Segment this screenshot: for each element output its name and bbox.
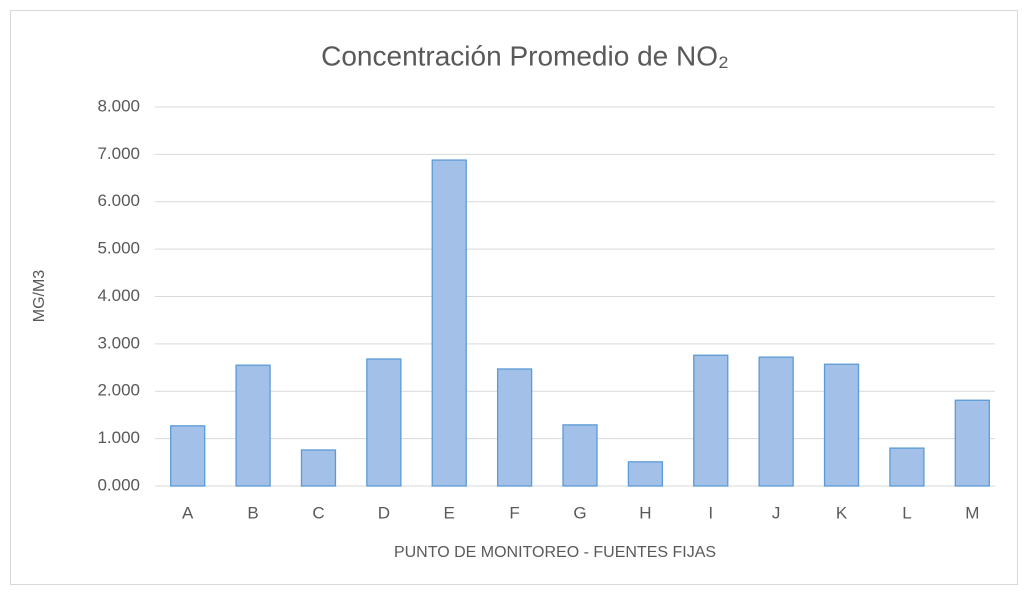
x-tick-label: A	[182, 503, 194, 522]
x-tick-label: L	[902, 503, 911, 522]
y-axis-label: MG/M3	[31, 270, 48, 323]
x-tick-label: I	[708, 503, 713, 522]
bar	[170, 425, 206, 487]
bar	[496, 368, 533, 487]
bar	[366, 358, 402, 487]
bar	[823, 363, 860, 487]
y-tick-label: 3.000	[97, 333, 140, 352]
chart-title: Concentración Promedio de NO₂	[321, 40, 729, 71]
x-tick-label: H	[639, 503, 651, 522]
y-tick-label: 5.000	[97, 239, 140, 258]
bar	[300, 449, 337, 487]
y-tick-label: 1.000	[97, 428, 140, 447]
x-tick-label: B	[247, 503, 258, 522]
y-tick-label: 8.000	[97, 96, 140, 115]
bar	[562, 424, 598, 487]
y-tick-label: 6.000	[97, 191, 140, 210]
x-tick-label: C	[312, 503, 324, 522]
bar	[954, 399, 990, 487]
y-tick-label: 7.000	[97, 144, 140, 163]
x-tick-label: F	[509, 503, 519, 522]
bar	[235, 364, 271, 487]
y-tick-label: 0.000	[97, 475, 140, 494]
x-axis-label: PUNTO DE MONITOREO - FUENTES FIJAS	[394, 544, 716, 561]
y-tick-label: 4.000	[97, 286, 140, 305]
bar	[758, 356, 794, 487]
x-tick-label: K	[836, 503, 848, 522]
x-tick-label: G	[573, 503, 586, 522]
x-tick-label: M	[965, 503, 979, 522]
bar	[627, 461, 664, 487]
bar	[693, 354, 729, 487]
bar	[889, 447, 925, 487]
chart-border	[10, 10, 1018, 585]
x-tick-label: D	[378, 503, 390, 522]
x-tick-label: J	[772, 503, 781, 522]
bar	[431, 159, 467, 487]
y-tick-label: 2.000	[97, 381, 140, 400]
x-tick-label: E	[444, 503, 455, 522]
